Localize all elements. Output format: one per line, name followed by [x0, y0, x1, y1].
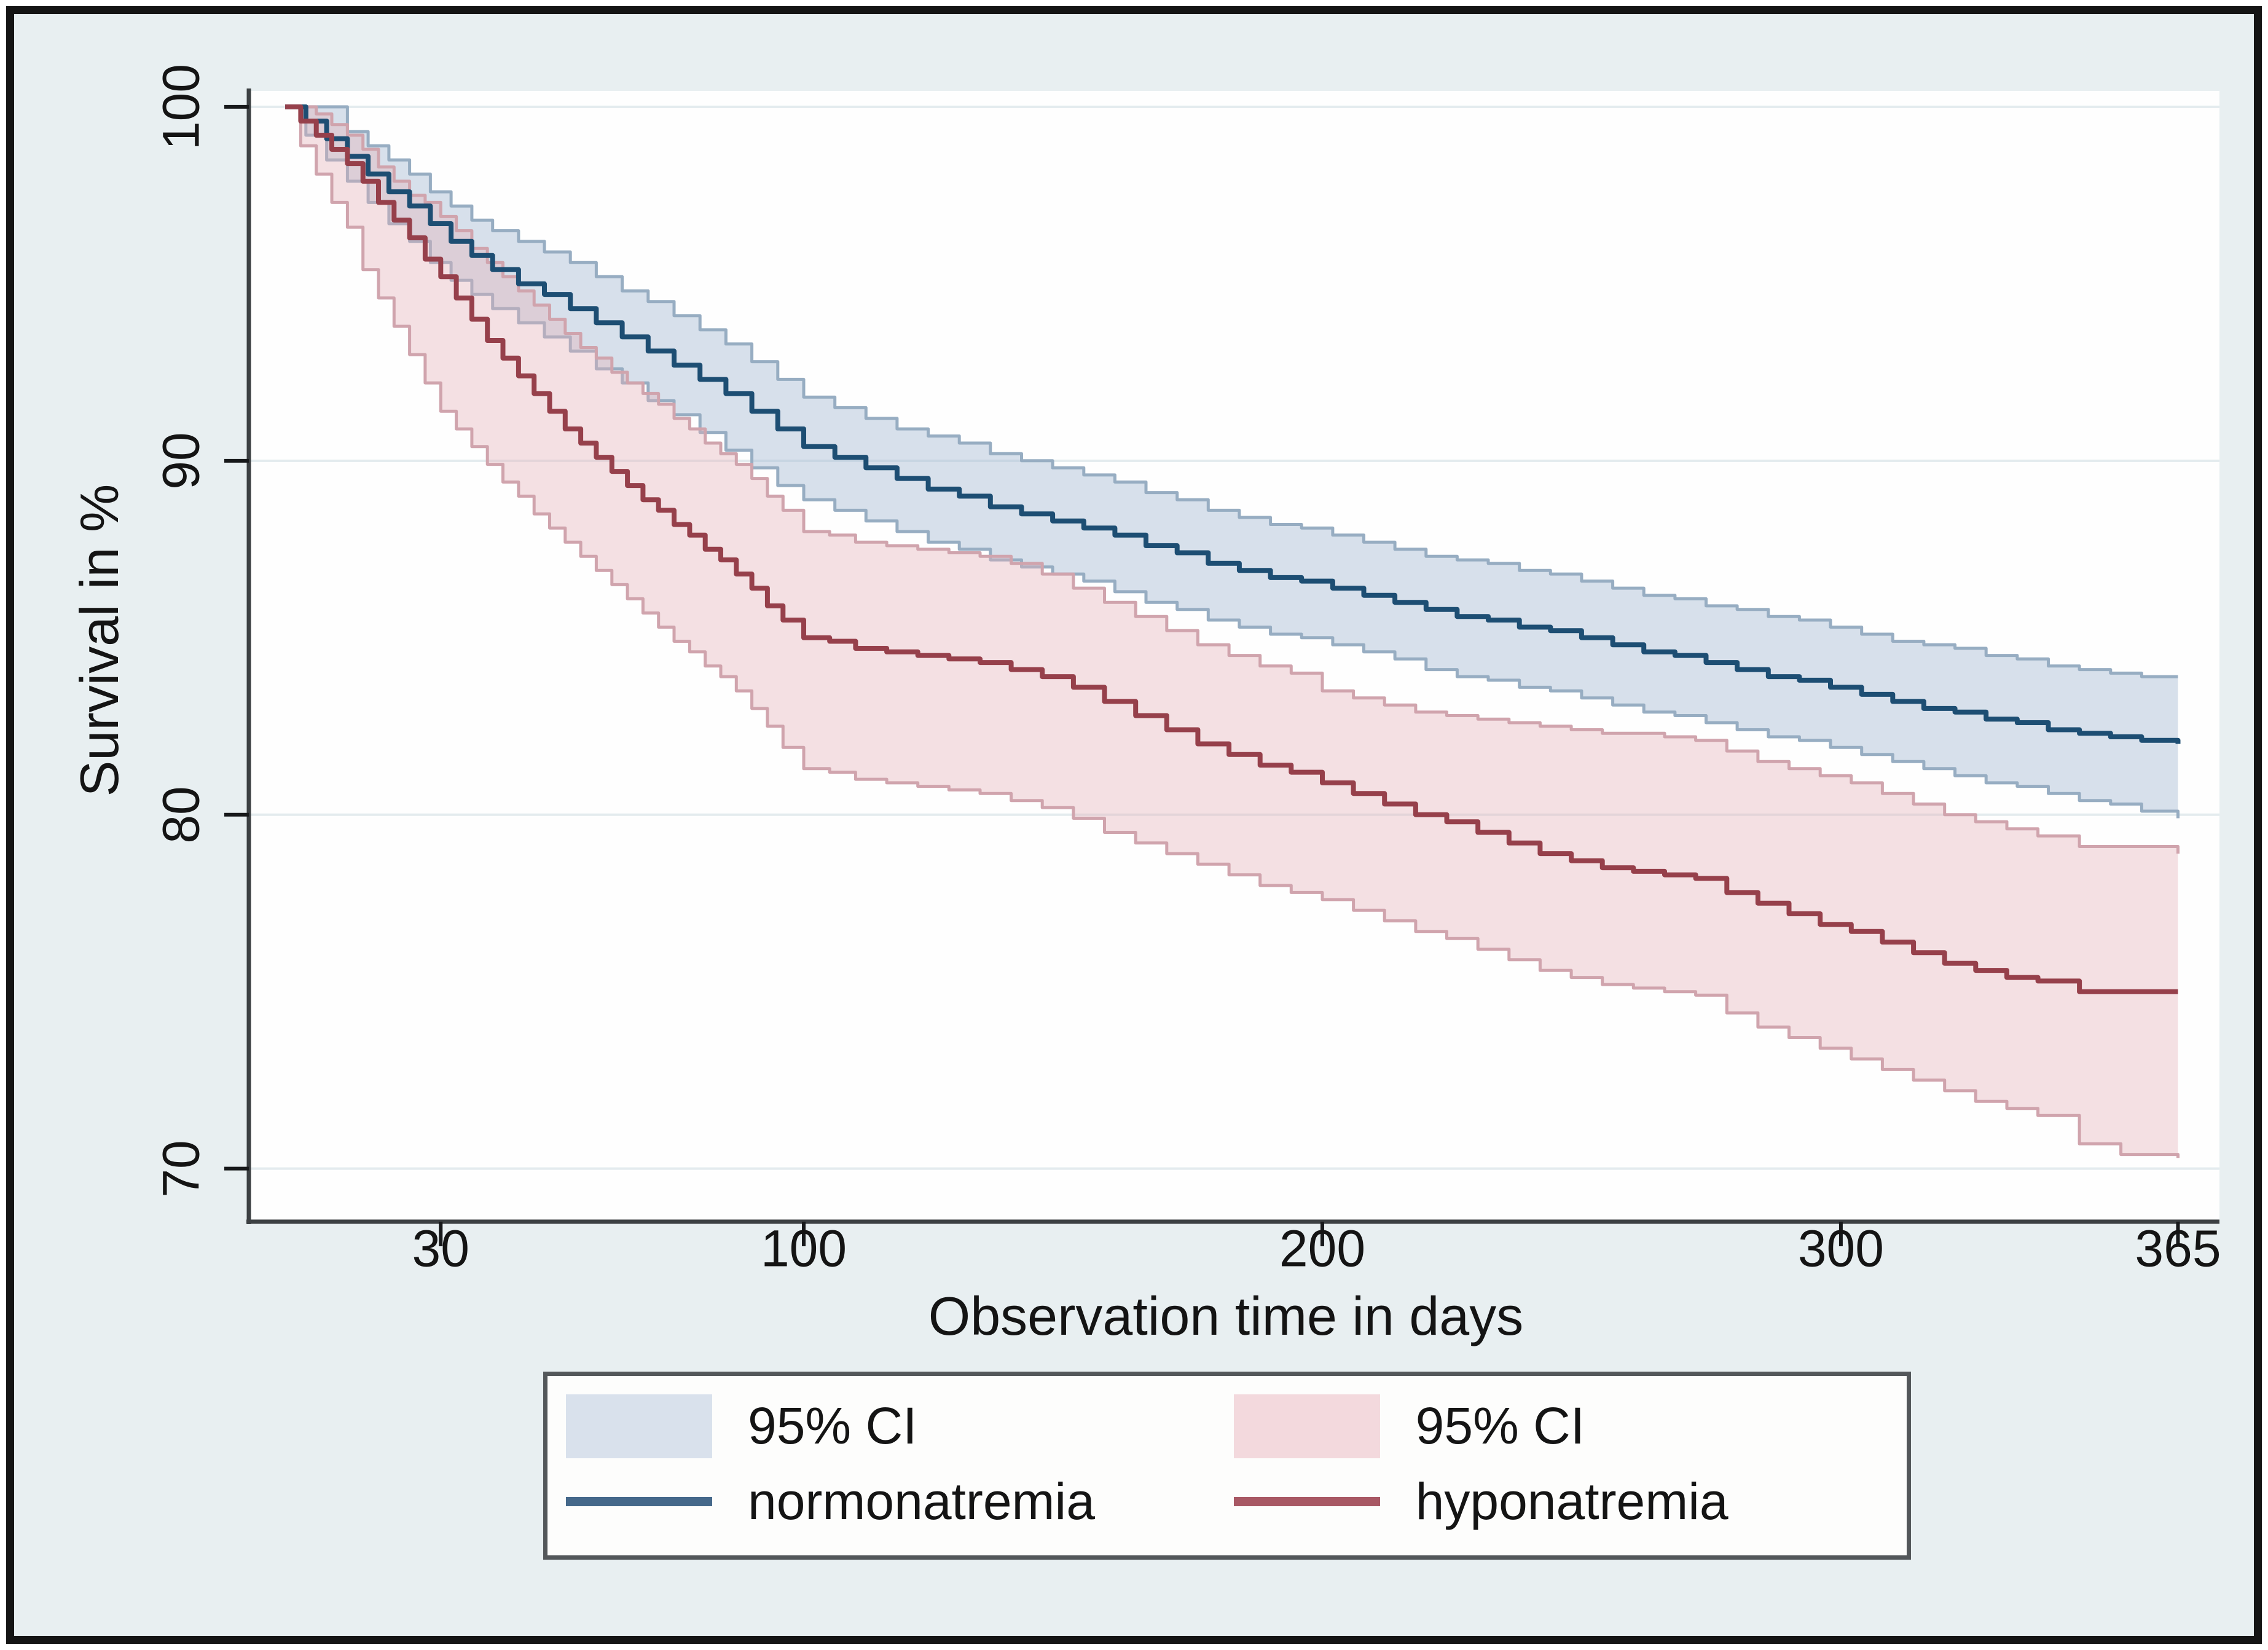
- legend-label: normonatremia: [748, 1472, 1095, 1530]
- y-tick-label-80: 80: [152, 785, 210, 844]
- y-axis-title: Survival in %: [69, 484, 130, 797]
- blue-line-swatch: [566, 1497, 712, 1506]
- legend-label: 95% CI: [748, 1397, 917, 1455]
- legend: 95% CI 95% CI normonatremia hyponatremia: [543, 1372, 1911, 1560]
- legend-item-ci-hyponatremia: 95% CI: [1233, 1394, 1888, 1458]
- x-tick-label-365: 365: [2135, 1219, 2221, 1278]
- x-tick-label-30: 30: [412, 1219, 469, 1278]
- legend-label: hyponatremia: [1415, 1472, 1728, 1530]
- x-axis-title: Observation time in days: [928, 1286, 1524, 1346]
- legend-label: 95% CI: [1415, 1397, 1585, 1455]
- x-tick-label-200: 200: [1279, 1219, 1366, 1278]
- y-tick-label-70: 70: [152, 1139, 210, 1198]
- y-tick-label-100: 100: [152, 63, 210, 150]
- pink-ci-band-swatch: [1233, 1394, 1380, 1458]
- legend-item-normonatremia: normonatremia: [566, 1472, 1234, 1531]
- red-line-swatch: [1233, 1497, 1380, 1506]
- x-tick-label-100: 100: [760, 1219, 847, 1278]
- x-tick-label-300: 300: [1797, 1219, 1884, 1278]
- legend-item-ci-normonatremia: 95% CI: [566, 1394, 1234, 1458]
- blue-ci-band-swatch: [566, 1394, 712, 1458]
- legend-item-hyponatremia: hyponatremia: [1233, 1472, 1888, 1531]
- y-tick-label-90: 90: [152, 432, 210, 490]
